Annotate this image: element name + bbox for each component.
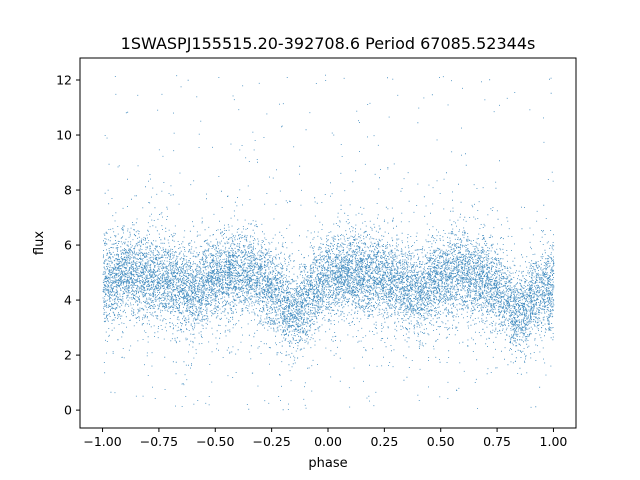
y-tick-label: 8 (64, 183, 72, 198)
x-tick-label: −0.50 (196, 434, 234, 449)
y-tick-label: 12 (56, 73, 72, 88)
x-tick-label: −1.00 (83, 434, 121, 449)
x-tick-label: −0.25 (252, 434, 290, 449)
x-tick-label: 0.50 (427, 434, 455, 449)
y-tick-label: 10 (56, 128, 72, 143)
x-tick-label: −0.75 (140, 434, 178, 449)
y-axis-ticks: 0 2 4 6 8 10 12 (56, 73, 80, 418)
y-tick-label: 2 (64, 348, 72, 363)
x-tick-label: 0.00 (314, 434, 342, 449)
x-tick-label: 0.75 (483, 434, 511, 449)
y-tick-label: 0 (64, 403, 72, 418)
x-axis-label: phase (308, 456, 347, 471)
chart-title: 1SWASPJ155515.20-392708.6 Period 67085.5… (121, 34, 536, 53)
y-axis-label: flux (32, 231, 47, 255)
x-tick-label: 0.25 (370, 434, 398, 449)
y-tick-label: 6 (64, 238, 72, 253)
y-tick-label: 4 (64, 293, 72, 308)
x-axis-ticks: −1.00 −0.75 −0.50 −0.25 0.00 0.25 0.50 0.75 1.00 (83, 428, 567, 449)
x-tick-label: 1.00 (540, 434, 568, 449)
